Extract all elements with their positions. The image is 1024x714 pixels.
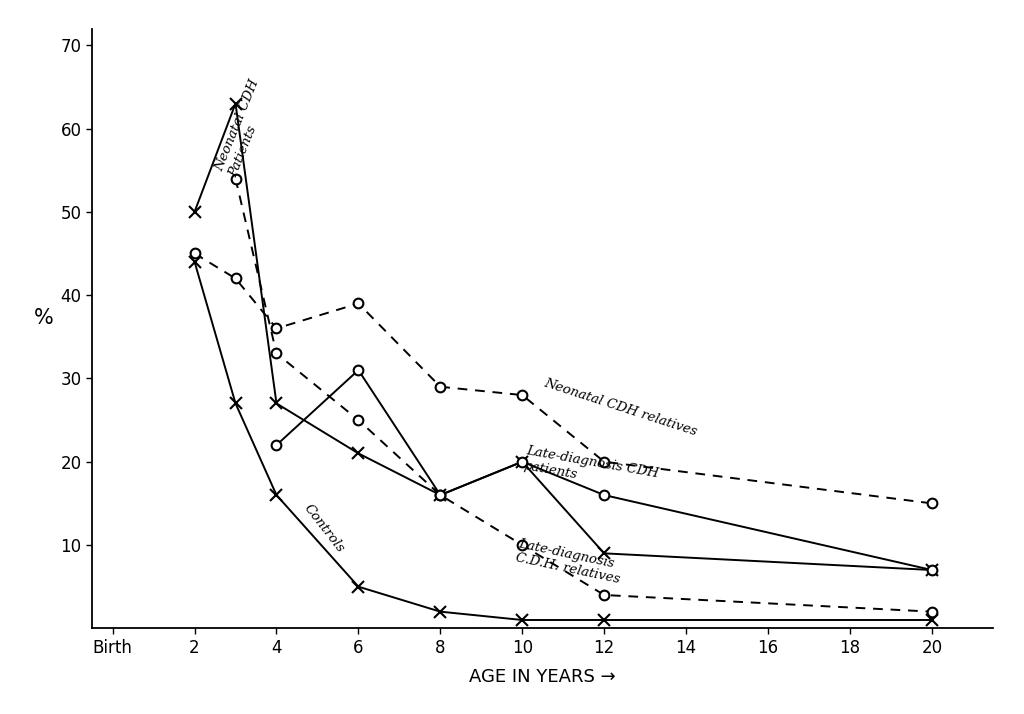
Y-axis label: %: %	[34, 308, 54, 328]
Text: Neonatal CDH relatives: Neonatal CDH relatives	[543, 376, 699, 438]
Text: Late-diagnosis
C.D.H. relatives: Late-diagnosis C.D.H. relatives	[514, 537, 624, 586]
Text: Controls: Controls	[301, 502, 346, 555]
Text: Late-diagnosis CDH
patients: Late-diagnosis CDH patients	[522, 445, 659, 496]
Text: Neonatal CDH
Patients: Neonatal CDH Patients	[213, 78, 275, 179]
X-axis label: AGE IN YEARS →: AGE IN YEARS →	[469, 668, 616, 686]
